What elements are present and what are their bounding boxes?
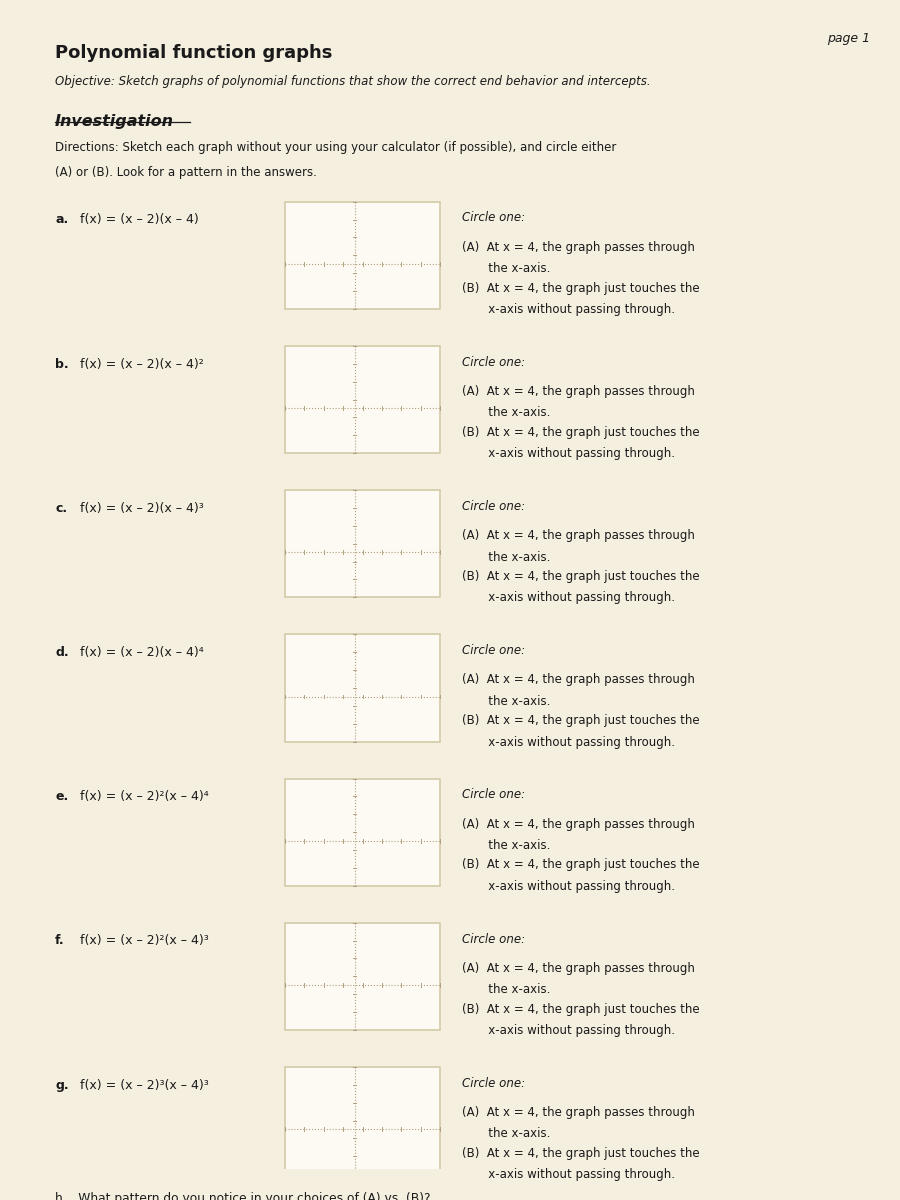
Text: (A)  At x = 4, the graph passes through: (A) At x = 4, the graph passes through	[462, 529, 695, 542]
Text: x-axis without passing through.: x-axis without passing through.	[462, 592, 675, 605]
Text: (A) or (B). Look for a pattern in the answers.: (A) or (B). Look for a pattern in the an…	[55, 166, 317, 179]
Text: the x-axis.: the x-axis.	[462, 695, 551, 708]
Text: x-axis without passing through.: x-axis without passing through.	[462, 1169, 675, 1181]
Text: (A)  At x = 4, the graph passes through: (A) At x = 4, the graph passes through	[462, 817, 695, 830]
Text: x-axis without passing through.: x-axis without passing through.	[462, 1024, 675, 1037]
FancyBboxPatch shape	[285, 779, 440, 886]
Text: the x-axis.: the x-axis.	[462, 551, 551, 564]
Text: Circle one:: Circle one:	[462, 788, 525, 802]
Text: f(x) = (x – 2)(x – 4)⁴: f(x) = (x – 2)(x – 4)⁴	[80, 646, 203, 659]
Text: f(x) = (x – 2)(x – 4)³: f(x) = (x – 2)(x – 4)³	[80, 502, 203, 515]
Text: h.   What pattern do you notice in your choices of (A) vs. (B)?: h. What pattern do you notice in your ch…	[55, 1192, 430, 1200]
FancyBboxPatch shape	[285, 202, 440, 308]
Text: (A)  At x = 4, the graph passes through: (A) At x = 4, the graph passes through	[462, 673, 695, 686]
FancyBboxPatch shape	[285, 346, 440, 454]
Text: (A)  At x = 4, the graph passes through: (A) At x = 4, the graph passes through	[462, 961, 695, 974]
Text: f(x) = (x – 2)²(x – 4)³: f(x) = (x – 2)²(x – 4)³	[80, 935, 209, 948]
Text: Circle one:: Circle one:	[462, 211, 525, 224]
Text: g.: g.	[55, 1079, 68, 1092]
FancyBboxPatch shape	[285, 1067, 440, 1174]
Text: b.: b.	[55, 358, 68, 371]
Text: the x-axis.: the x-axis.	[462, 839, 551, 852]
Text: x-axis without passing through.: x-axis without passing through.	[462, 448, 675, 461]
Text: c.: c.	[55, 502, 68, 515]
Text: (B)  At x = 4, the graph just touches the: (B) At x = 4, the graph just touches the	[462, 714, 699, 727]
Text: (B)  At x = 4, the graph just touches the: (B) At x = 4, the graph just touches the	[462, 570, 699, 583]
Text: (B)  At x = 4, the graph just touches the: (B) At x = 4, the graph just touches the	[462, 858, 699, 871]
Text: Circle one:: Circle one:	[462, 355, 525, 368]
Text: (A)  At x = 4, the graph passes through: (A) At x = 4, the graph passes through	[462, 385, 695, 398]
FancyBboxPatch shape	[285, 923, 440, 1030]
Text: f(x) = (x – 2)²(x – 4)⁴: f(x) = (x – 2)²(x – 4)⁴	[80, 791, 209, 803]
Text: the x-axis.: the x-axis.	[462, 407, 551, 419]
Text: f.: f.	[55, 935, 65, 948]
Text: (B)  At x = 4, the graph just touches the: (B) At x = 4, the graph just touches the	[462, 1003, 699, 1015]
Text: f(x) = (x – 2)³(x – 4)³: f(x) = (x – 2)³(x – 4)³	[80, 1079, 209, 1092]
Text: Circle one:: Circle one:	[462, 644, 525, 658]
Text: e.: e.	[55, 791, 68, 803]
Text: Directions: Sketch each graph without your using your calculator (if possible), : Directions: Sketch each graph without yo…	[55, 142, 617, 155]
Text: (A)  At x = 4, the graph passes through: (A) At x = 4, the graph passes through	[462, 1106, 695, 1118]
Text: the x-axis.: the x-axis.	[462, 262, 551, 275]
Text: Circle one:: Circle one:	[462, 932, 525, 946]
Text: f(x) = (x – 2)(x – 4)²: f(x) = (x – 2)(x – 4)²	[80, 358, 203, 371]
Text: x-axis without passing through.: x-axis without passing through.	[462, 736, 675, 749]
Text: Polynomial function graphs: Polynomial function graphs	[55, 44, 332, 62]
Text: (B)  At x = 4, the graph just touches the: (B) At x = 4, the graph just touches the	[462, 1147, 699, 1160]
Text: Objective: Sketch graphs of polynomial functions that show the correct end behav: Objective: Sketch graphs of polynomial f…	[55, 76, 651, 88]
Text: d.: d.	[55, 646, 68, 659]
Text: a.: a.	[55, 214, 68, 227]
Text: (A)  At x = 4, the graph passes through: (A) At x = 4, the graph passes through	[462, 241, 695, 253]
Text: (B)  At x = 4, the graph just touches the: (B) At x = 4, the graph just touches the	[462, 426, 699, 439]
FancyBboxPatch shape	[285, 635, 440, 742]
FancyBboxPatch shape	[285, 490, 440, 598]
Text: Circle one:: Circle one:	[462, 500, 525, 512]
Text: Investigation: Investigation	[55, 114, 174, 130]
Text: x-axis without passing through.: x-axis without passing through.	[462, 304, 675, 316]
Text: the x-axis.: the x-axis.	[462, 983, 551, 996]
Text: f(x) = (x – 2)(x – 4): f(x) = (x – 2)(x – 4)	[80, 214, 199, 227]
Text: (B)  At x = 4, the graph just touches the: (B) At x = 4, the graph just touches the	[462, 282, 699, 295]
Text: the x-axis.: the x-axis.	[462, 1127, 551, 1140]
Text: page 1: page 1	[827, 32, 870, 46]
Text: Circle one:: Circle one:	[462, 1076, 525, 1090]
Text: x-axis without passing through.: x-axis without passing through.	[462, 880, 675, 893]
